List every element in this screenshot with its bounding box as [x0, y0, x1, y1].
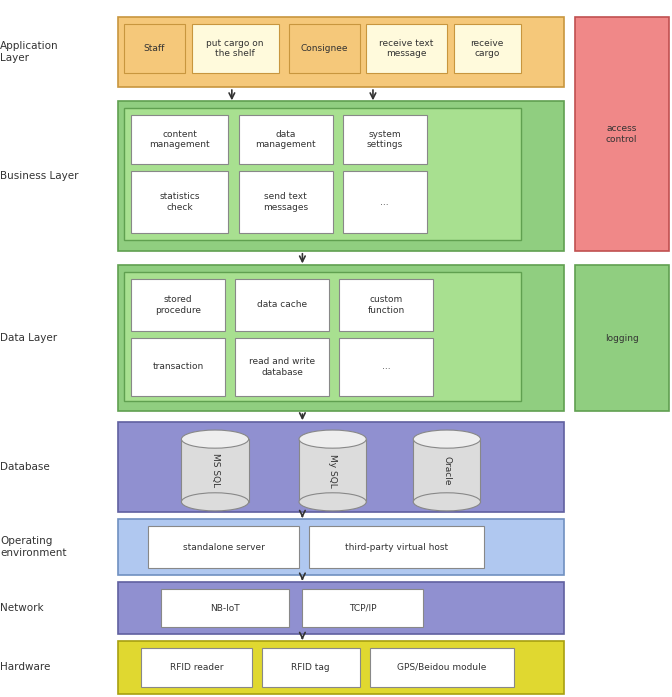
Text: stored
procedure: stored procedure — [155, 296, 201, 314]
FancyBboxPatch shape — [575, 265, 669, 411]
FancyBboxPatch shape — [131, 338, 225, 396]
FancyBboxPatch shape — [131, 279, 225, 331]
Text: third-party virtual host: third-party virtual host — [345, 543, 448, 551]
FancyBboxPatch shape — [161, 589, 289, 627]
Text: receive text
message: receive text message — [380, 39, 433, 59]
FancyBboxPatch shape — [118, 641, 564, 694]
Text: RFID tag: RFID tag — [292, 663, 330, 672]
FancyBboxPatch shape — [118, 265, 564, 411]
Text: Oracle: Oracle — [442, 456, 452, 485]
FancyBboxPatch shape — [239, 171, 333, 233]
FancyBboxPatch shape — [192, 24, 279, 73]
Ellipse shape — [413, 493, 480, 511]
FancyBboxPatch shape — [124, 24, 185, 73]
FancyBboxPatch shape — [339, 279, 433, 331]
Text: logging: logging — [605, 334, 638, 342]
FancyBboxPatch shape — [339, 338, 433, 396]
FancyBboxPatch shape — [118, 582, 564, 634]
Text: access
control: access control — [606, 125, 637, 144]
Text: My SQL: My SQL — [328, 454, 337, 487]
FancyBboxPatch shape — [309, 526, 484, 568]
Text: Business Layer: Business Layer — [0, 171, 79, 181]
FancyBboxPatch shape — [131, 115, 228, 164]
FancyBboxPatch shape — [302, 589, 423, 627]
Ellipse shape — [299, 430, 366, 448]
FancyBboxPatch shape — [141, 648, 252, 687]
FancyBboxPatch shape — [343, 171, 427, 233]
FancyBboxPatch shape — [262, 648, 360, 687]
FancyBboxPatch shape — [181, 439, 249, 502]
Text: content
management: content management — [149, 130, 210, 149]
Ellipse shape — [299, 493, 366, 511]
FancyBboxPatch shape — [235, 279, 329, 331]
FancyBboxPatch shape — [239, 115, 333, 164]
Text: MS SQL: MS SQL — [210, 454, 220, 487]
FancyBboxPatch shape — [118, 519, 564, 575]
Ellipse shape — [181, 430, 249, 448]
Text: Staff: Staff — [144, 45, 165, 53]
Text: Hardware: Hardware — [0, 662, 50, 673]
FancyBboxPatch shape — [124, 272, 521, 401]
FancyBboxPatch shape — [118, 17, 564, 87]
Text: TCP/IP: TCP/IP — [349, 604, 376, 613]
Text: Data Layer: Data Layer — [0, 333, 57, 343]
Text: transaction: transaction — [153, 362, 204, 372]
FancyBboxPatch shape — [148, 526, 299, 568]
Text: Database: Database — [0, 462, 50, 472]
Text: statistics
check: statistics check — [159, 192, 200, 212]
FancyBboxPatch shape — [118, 422, 564, 512]
FancyBboxPatch shape — [289, 24, 360, 73]
FancyBboxPatch shape — [124, 108, 521, 240]
FancyBboxPatch shape — [370, 648, 514, 687]
Text: ...: ... — [380, 198, 389, 206]
Text: system
settings: system settings — [367, 130, 403, 149]
Text: NB-IoT: NB-IoT — [210, 604, 240, 613]
Text: custom
function: custom function — [368, 296, 405, 314]
FancyBboxPatch shape — [299, 439, 366, 502]
Text: send text
messages: send text messages — [263, 192, 308, 212]
Text: data
management: data management — [255, 130, 316, 149]
Text: Network: Network — [0, 603, 44, 613]
FancyBboxPatch shape — [454, 24, 521, 73]
Text: Consignee: Consignee — [300, 45, 348, 53]
FancyBboxPatch shape — [413, 439, 480, 502]
Ellipse shape — [181, 493, 249, 511]
Text: RFID reader: RFID reader — [170, 663, 223, 672]
Text: GPS/Beidou module: GPS/Beidou module — [397, 663, 487, 672]
FancyBboxPatch shape — [343, 115, 427, 164]
Text: put cargo on
the shelf: put cargo on the shelf — [206, 39, 264, 59]
Text: read and write
database: read and write database — [249, 358, 315, 376]
FancyBboxPatch shape — [366, 24, 447, 73]
FancyBboxPatch shape — [131, 171, 228, 233]
FancyBboxPatch shape — [575, 17, 669, 251]
Text: data cache: data cache — [257, 300, 307, 309]
Text: ...: ... — [382, 362, 390, 372]
FancyBboxPatch shape — [235, 338, 329, 396]
Text: Operating
environment: Operating environment — [0, 537, 67, 558]
Text: receive
cargo: receive cargo — [470, 39, 504, 59]
Text: standalone server: standalone server — [183, 543, 264, 551]
Ellipse shape — [413, 430, 480, 448]
FancyBboxPatch shape — [118, 101, 564, 251]
Text: Application
Layer: Application Layer — [0, 42, 58, 63]
